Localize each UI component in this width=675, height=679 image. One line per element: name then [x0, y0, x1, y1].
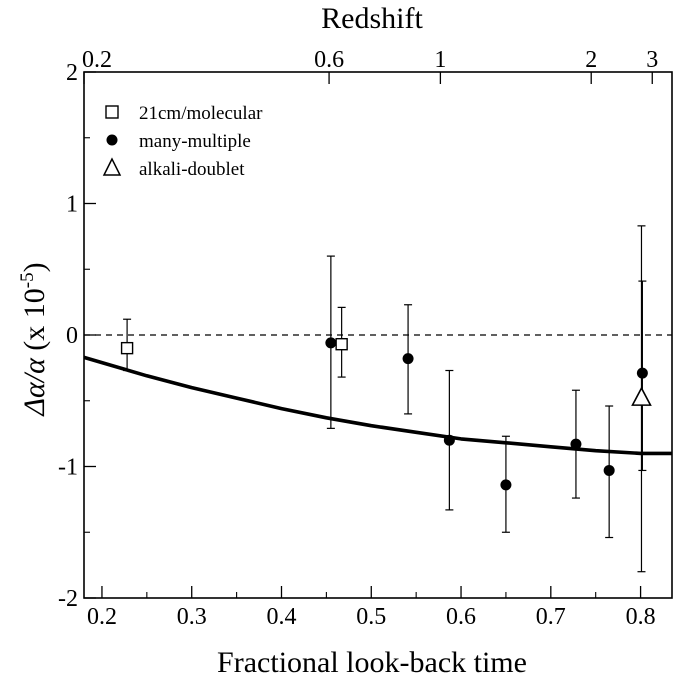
legend-marker-triangle [102, 157, 122, 176]
x-tick-label: 0.6 [446, 604, 476, 630]
data-point-circle [325, 337, 337, 349]
y-tick-label: 1 [66, 192, 78, 218]
top-tick-label: 0.6 [314, 47, 344, 73]
y-axis-title: Δα/α (x 10-5) [17, 262, 51, 416]
x-tick-label: 0.8 [626, 604, 656, 630]
data-point-circle [603, 464, 615, 476]
top-tick-label: 0.2 [82, 47, 112, 73]
top-axis-title: Redshift [321, 2, 423, 35]
legend-label: many-multiple [139, 131, 251, 152]
y-tick-label: 0 [66, 323, 78, 349]
data-point-square [120, 341, 134, 355]
legend-marker-circle [106, 134, 118, 146]
x-tick-label: 0.2 [87, 604, 117, 630]
x-tick-label: 0.5 [356, 604, 386, 630]
top-tick-label: 1 [434, 47, 446, 73]
y-tick-label: -2 [58, 586, 78, 612]
data-point-circle [443, 434, 455, 446]
top-tick-label: 2 [585, 47, 597, 73]
data-point-circle [636, 367, 648, 379]
legend-label: 21cm/molecular [139, 103, 263, 124]
x-tick-label: 0.3 [177, 604, 207, 630]
y-tick-label: -1 [58, 455, 78, 481]
data-point-triangle [631, 386, 652, 406]
x-axis-title: Fractional look-back time [217, 646, 527, 679]
top-tick-label: 3 [646, 47, 658, 73]
data-point-circle [500, 479, 512, 491]
legend-marker-square [105, 105, 119, 119]
x-tick-label: 0.7 [536, 604, 566, 630]
y-tick-label: 2 [66, 60, 78, 86]
data-point-circle [570, 438, 582, 450]
data-point-square [335, 338, 348, 351]
legend-label: alkali-doublet [139, 159, 245, 180]
x-tick-label: 0.4 [266, 604, 296, 630]
data-point-circle [402, 353, 414, 365]
fit-curve [83, 355, 672, 456]
